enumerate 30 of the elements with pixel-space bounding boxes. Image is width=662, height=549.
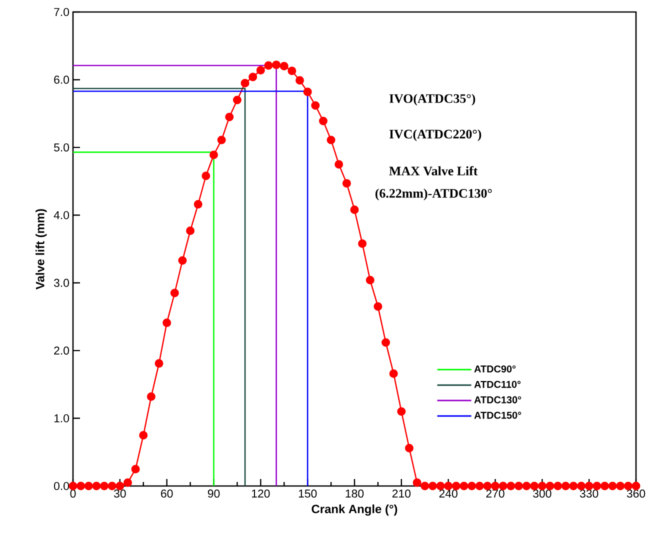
- x-tick-label: 300: [533, 490, 552, 498]
- y-tick-label: 0.0: [54, 482, 70, 490]
- legend-label: ATDC150°: [474, 412, 522, 419]
- y-tick-label: 6.0: [54, 76, 70, 84]
- y-tick-label: 7.0: [54, 8, 70, 16]
- annotation: (6.22mm)-ATDC130°: [375, 188, 492, 200]
- x-tick-label: 30: [114, 490, 126, 498]
- y-tick-label: 4.0: [54, 211, 70, 220]
- y-tick-label: 2.0: [54, 346, 70, 355]
- x-tick-label: 240: [439, 490, 458, 498]
- x-tick-label: 210: [392, 490, 411, 498]
- legend-label: ATDC110°: [474, 380, 521, 388]
- y-tick-label: 3.0: [54, 278, 70, 287]
- x-tick-label: 180: [346, 490, 364, 498]
- x-tick-label: 90: [208, 490, 220, 498]
- x-axis-title: Crank Angle (°): [312, 504, 398, 516]
- annotation: MAX Valve Lift: [389, 166, 478, 176]
- x-tick-label: 270: [486, 490, 504, 498]
- legend-label: ATDC130°: [474, 396, 522, 404]
- x-tick-label: 360: [626, 490, 646, 498]
- x-tick-label: 150: [298, 490, 317, 498]
- x-tick-label: 60: [161, 490, 173, 498]
- y-tick-label: 5.0: [54, 143, 70, 152]
- y-tick-label: 1.0: [54, 414, 70, 422]
- y-axis-title: Valve lift (mm): [36, 209, 47, 290]
- annotation: IVC(ATDC220°): [389, 129, 482, 142]
- x-tick-label: 330: [580, 490, 598, 498]
- legend-label: ATDC90°: [474, 365, 516, 372]
- x-tick-label: 120: [252, 490, 270, 498]
- annotation: IVO(ATDC35°): [389, 94, 476, 106]
